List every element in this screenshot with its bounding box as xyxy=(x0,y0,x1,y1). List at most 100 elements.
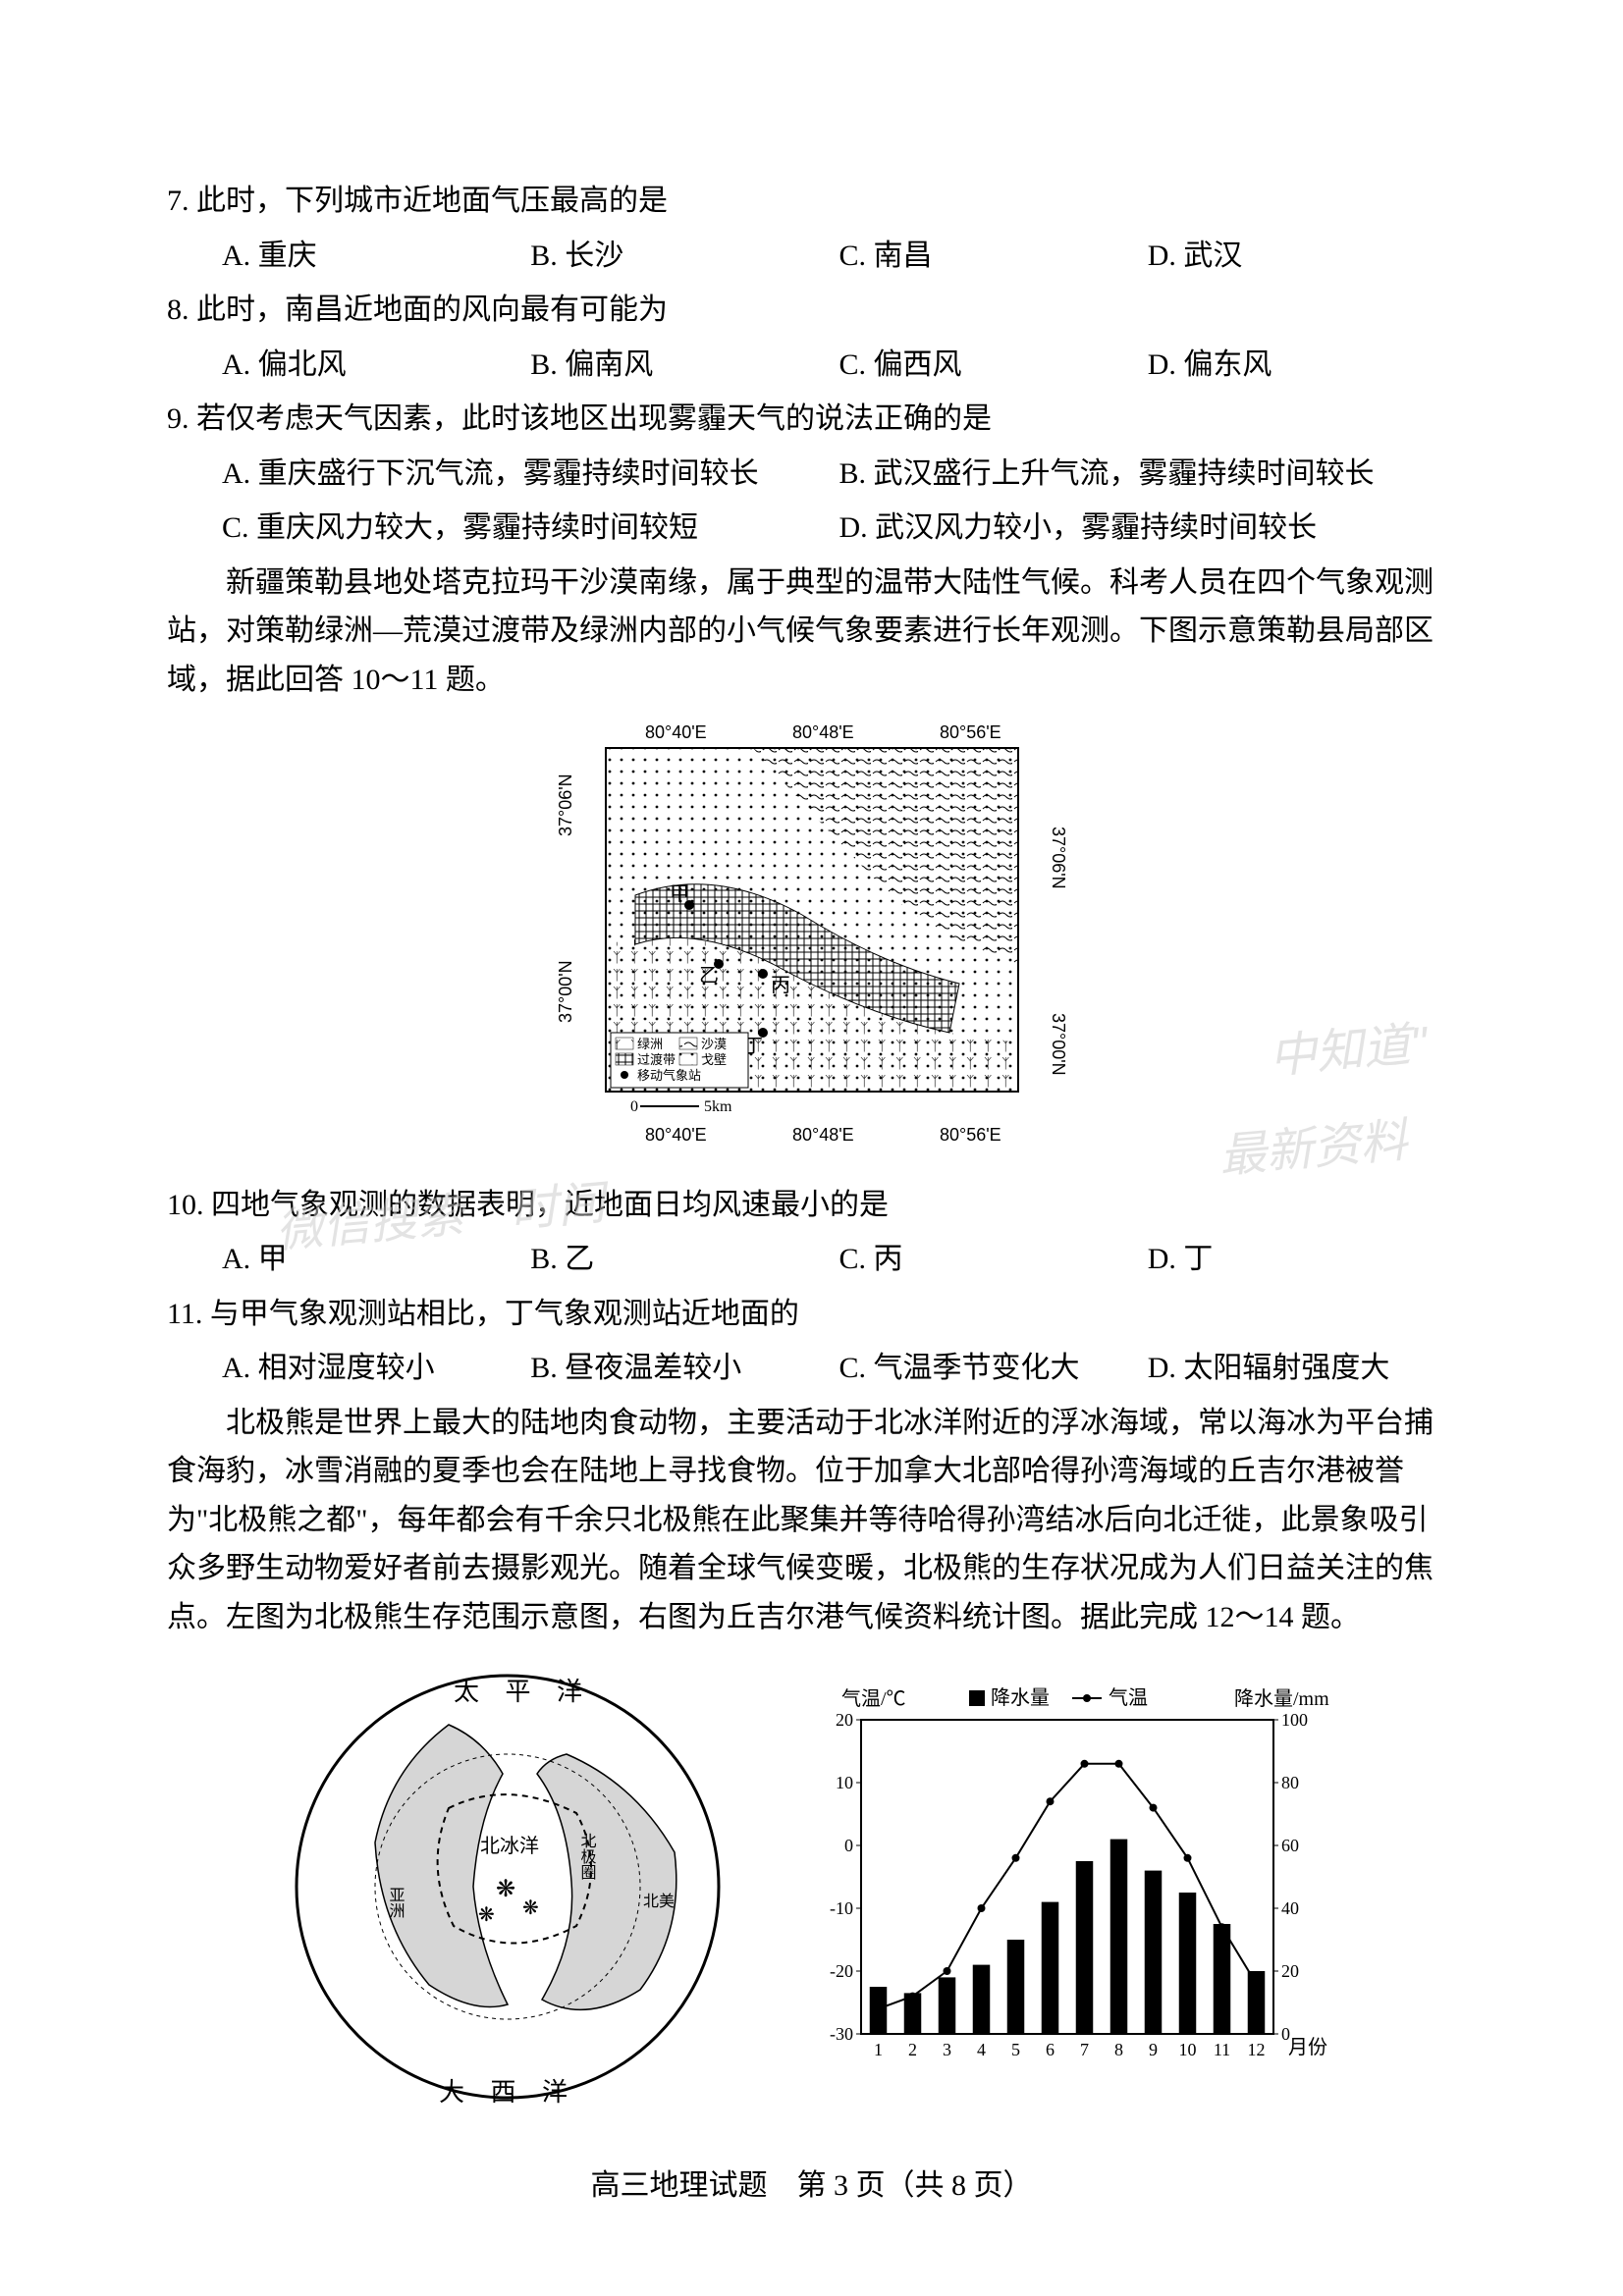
precip-bar xyxy=(1109,1840,1127,2034)
temp-marker xyxy=(1252,1980,1260,1988)
map-figure-wrapper: 80°40'E 80°48'E 80°56'E 37°06'N 37°00'N … xyxy=(167,719,1456,1166)
north-america-text-label: 北美 xyxy=(643,1893,675,1910)
q9-option-d: D. 武汉风力较小，雾霾持续时间较长 xyxy=(839,504,1457,553)
station-bing-marker xyxy=(758,969,768,979)
temp-axis-title: 气温/℃ xyxy=(841,1687,906,1710)
question-9-options-row1: A. 重庆盛行下沉气流，雾霾持续时间较长 B. 武汉盛行上升气流，雾霾持续时间较… xyxy=(222,450,1456,499)
q7-option-d: D. 武汉 xyxy=(1148,232,1456,281)
question-8-options: A. 偏北风 B. 偏南风 C. 偏西风 D. 偏东风 xyxy=(222,341,1456,390)
question-9-options-row2: C. 重庆风力较大，雾霾持续时间较短 D. 武汉风力较小，雾霾持续时间较长 xyxy=(222,504,1456,553)
question-10-stem: 10. 四地气象观测的数据表明，近地面日均风速最小的是 xyxy=(167,1181,1456,1230)
temp-marker xyxy=(908,1993,916,2001)
temp-tick-label: -20 xyxy=(830,1961,853,1981)
arctic-circle-label: 北极圈 xyxy=(577,1833,596,1880)
lon-label-b1: 80°48'E xyxy=(792,1125,854,1145)
temp-tick-label: 10 xyxy=(836,1773,853,1792)
month-label: 6 xyxy=(1046,2040,1055,2059)
passage-2: 北极熊是世界上最大的陆地肉食动物，主要活动于北冰洋附近的浮冰海域，常以海冰为平台… xyxy=(167,1399,1456,1642)
passage-1: 新疆策勒县地处塔克拉玛干沙漠南缘，属于典型的温带大陆性气候。科考人员在四个气象观… xyxy=(167,559,1456,705)
legend-temp-label: 气温 xyxy=(1109,1686,1148,1709)
precip-bar xyxy=(1006,1940,1024,2034)
temp-marker xyxy=(1046,1797,1054,1805)
precip-bar xyxy=(938,1977,955,2034)
figures-row: 太 平 洋 大 西 洋 北冰洋 北极圈 亚洲 北美 ❋ ❋ ❋ 气温/℃ 降水量… xyxy=(167,1661,1456,2112)
legend-desert: 沙漠 xyxy=(701,1037,727,1051)
plot-border xyxy=(861,1720,1273,2034)
climate-chart: 气温/℃ 降水量/mm 降水量 气温 -30-20-10010200204060… xyxy=(792,1681,1342,2093)
temp-marker xyxy=(1149,1804,1157,1812)
q11-option-a: A. 相对湿度较小 xyxy=(222,1344,530,1393)
lat-label-0: 37°06'N xyxy=(557,774,575,836)
month-label: 10 xyxy=(1178,2040,1196,2059)
month-label: 7 xyxy=(1080,2040,1089,2059)
temp-marker xyxy=(1011,1854,1019,1862)
precip-bar xyxy=(1041,1902,1058,2034)
legend-precip-label: 降水量 xyxy=(991,1686,1050,1709)
x-axis-label: 月份 xyxy=(1288,2036,1327,2058)
q8-option-c: C. 偏西风 xyxy=(839,341,1148,390)
temp-tick-label: -10 xyxy=(830,1898,853,1918)
month-label: 9 xyxy=(1149,2040,1158,2059)
lon-label-0: 80°40'E xyxy=(645,722,707,742)
station-yi-label: 乙 xyxy=(699,965,719,987)
north-america-landmass xyxy=(537,1754,676,2009)
station-bing-label: 丙 xyxy=(771,975,790,996)
precip-tick-label: 40 xyxy=(1281,1898,1299,1918)
lat-label-0r: 37°06'N xyxy=(1049,827,1067,889)
q7-option-a: A. 重庆 xyxy=(222,232,530,281)
q8-option-b: B. 偏南风 xyxy=(530,341,839,390)
q11-option-c: C. 气温季节变化大 xyxy=(839,1344,1148,1393)
temp-marker xyxy=(1183,1854,1191,1862)
question-11-stem: 11. 与甲气象观测站相比，丁气象观测站近地面的 xyxy=(167,1290,1456,1339)
lat-label-1: 37°00'N xyxy=(557,960,575,1023)
temp-tick-label: 20 xyxy=(836,1710,853,1730)
precip-tick-label: 20 xyxy=(1281,1961,1299,1981)
q7-option-c: C. 南昌 xyxy=(839,232,1148,281)
station-jia-label: 甲 xyxy=(670,883,689,905)
month-label: 1 xyxy=(874,2040,883,2059)
month-label: 2 xyxy=(908,2040,917,2059)
legend-gobi: 戈壁 xyxy=(701,1052,727,1067)
precip-bar xyxy=(1213,1924,1230,2034)
temp-marker xyxy=(1080,1760,1088,1768)
temp-marker xyxy=(1217,1923,1225,1931)
question-9-stem: 9. 若仅考虑天气因素，此时该地区出现雾霾天气的说法正确的是 xyxy=(167,395,1456,444)
temp-marker xyxy=(977,1904,985,1912)
precip-tick-label: 100 xyxy=(1281,1710,1308,1730)
q9-option-c: C. 重庆风力较大，雾霾持续时间较短 xyxy=(222,504,839,553)
precip-bar xyxy=(1144,1871,1162,2034)
question-7-options: A. 重庆 B. 长沙 C. 南昌 D. 武汉 xyxy=(222,232,1456,281)
snow-icon: ❋ xyxy=(522,1897,539,1919)
q10-option-d: D. 丁 xyxy=(1148,1235,1456,1284)
snow-icon: ❋ xyxy=(478,1904,495,1926)
question-11-options: A. 相对湿度较小 B. 昼夜温差较小 C. 气温季节变化大 D. 太阳辐射强度… xyxy=(222,1344,1456,1393)
asia-landmass xyxy=(375,1725,508,2007)
polar-globe: 太 平 洋 大 西 洋 北冰洋 北极圈 亚洲 北美 ❋ ❋ ❋ xyxy=(282,1661,733,2112)
lon-label-b2: 80°56'E xyxy=(940,1125,1001,1145)
temp-marker xyxy=(1114,1760,1122,1768)
lat-label-1r: 37°00'N xyxy=(1049,1013,1067,1076)
snow-icon: ❋ xyxy=(496,1877,515,1902)
q10-option-c: C. 丙 xyxy=(839,1235,1148,1284)
month-label: 12 xyxy=(1247,2040,1265,2059)
temp-marker xyxy=(874,2004,882,2012)
asia-text-label: 亚洲 xyxy=(386,1887,405,1918)
q11-option-d: D. 太阳辐射强度大 xyxy=(1148,1344,1456,1393)
legend-transition: 过渡带 xyxy=(637,1052,676,1067)
temp-tick-label: -30 xyxy=(830,2024,853,2044)
precip-tick-label: 80 xyxy=(1281,1773,1299,1792)
q10-option-b: B. 乙 xyxy=(530,1235,839,1284)
temp-tick-label: 0 xyxy=(844,1836,853,1855)
legend-precip-icon xyxy=(969,1690,985,1706)
page-footer: 高三地理试题 第 3 页（共 8 页） xyxy=(167,2162,1456,2211)
month-label: 3 xyxy=(943,2040,951,2059)
atlantic-label: 大 西 洋 xyxy=(439,2078,577,2107)
question-8-stem: 8. 此时，南昌近地面的风向最有可能为 xyxy=(167,286,1456,335)
precip-tick-label: 60 xyxy=(1281,1836,1299,1855)
q9-option-a: A. 重庆盛行下沉气流，雾霾持续时间较长 xyxy=(222,450,839,499)
lon-label-b0: 80°40'E xyxy=(645,1125,707,1145)
q7-option-b: B. 长沙 xyxy=(530,232,839,281)
q8-option-d: D. 偏东风 xyxy=(1148,341,1456,390)
cele-map: 80°40'E 80°48'E 80°56'E 37°06'N 37°00'N … xyxy=(557,719,1067,1150)
scale-zero: 0 xyxy=(630,1098,638,1115)
